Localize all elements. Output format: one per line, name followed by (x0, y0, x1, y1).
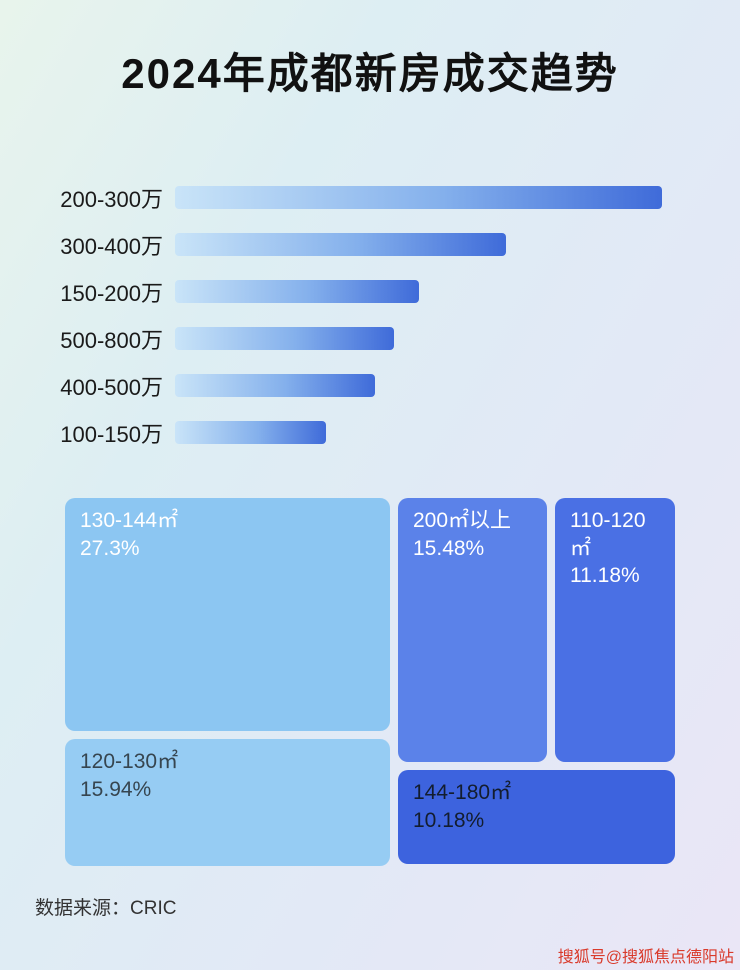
bar (175, 233, 507, 256)
treemap-box-label: 200㎡以上 (413, 509, 512, 532)
treemap-box-label: 144-180㎡ (413, 781, 512, 804)
bar-row: 300-400万 (0, 233, 740, 259)
bar-track (175, 233, 662, 256)
treemap-box-percent: 15.48% (413, 536, 485, 560)
data-source-label: 数据来源：CRIC (35, 898, 177, 919)
bar-row: 200-300万 (0, 186, 740, 212)
bar-row: 150-200万 (0, 280, 740, 306)
treemap-box-200-plus: 200㎡以上 15.48% (398, 498, 547, 762)
treemap-box-144-180: 144-180㎡ 10.18% (398, 770, 675, 864)
bar (175, 327, 395, 350)
treemap-box-percent: 15.94% (80, 777, 152, 801)
bar-track (175, 186, 662, 209)
bar (175, 421, 326, 444)
bar-category-label: 150-200万 (60, 280, 163, 306)
treemap-box-percent: 11.18% (570, 564, 640, 588)
bar-category-label: 100-150万 (60, 421, 163, 447)
treemap-box-110-120: 110-120㎡ 11.18% (555, 498, 675, 762)
bar-track (175, 280, 662, 303)
bar-category-label: 400-500万 (60, 374, 163, 400)
bar-row: 100-150万 (0, 421, 740, 447)
bar-row: 500-800万 (0, 327, 740, 353)
bar-track (175, 421, 662, 444)
treemap-box-label: 110-120㎡ (570, 509, 646, 560)
treemap-box-percent: 27.3% (80, 536, 140, 560)
watermark-text: 搜狐号@搜狐焦点德阳站 (557, 949, 734, 966)
area-share-treemap: 130-144㎡ 27.3% 120-130㎡ 15.94% 200㎡以上 15… (65, 498, 675, 866)
bar-category-label: 200-300万 (60, 186, 163, 212)
page-title: 2024年成都新房成交趋势 (121, 50, 619, 97)
treemap-box-label: 120-130㎡ (80, 750, 179, 773)
treemap-box-percent: 10.18% (413, 808, 485, 832)
bar-row: 400-500万 (0, 374, 740, 400)
treemap-box-label: 130-144㎡ (80, 509, 179, 532)
bar (175, 280, 419, 303)
bar (175, 374, 375, 397)
treemap-box-130-144: 130-144㎡ 27.3% (65, 498, 390, 731)
bar-category-label: 300-400万 (60, 233, 163, 259)
bar-track (175, 374, 662, 397)
bar-track (175, 327, 662, 350)
treemap-box-120-130: 120-130㎡ 15.94% (65, 739, 390, 866)
price-range-bar-chart: 200-300万 300-400万 150-200万 500-800万 400-… (0, 186, 740, 468)
bar-category-label: 500-800万 (60, 327, 163, 353)
bar (175, 186, 662, 209)
